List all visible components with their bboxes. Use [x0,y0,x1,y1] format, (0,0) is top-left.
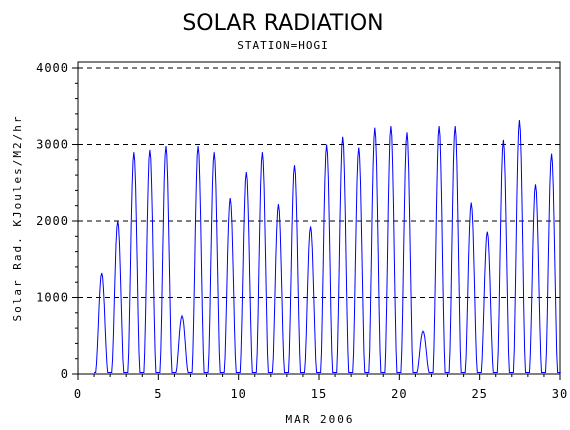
y-tick-label: 2000 [36,214,69,228]
series-line [94,119,561,373]
gridlines [78,67,560,298]
x-tick-label: 25 [471,387,487,401]
x-axis-label: MAR 2006 [286,413,355,426]
axes: 0 1000 2000 3000 4000 0 5 10 15 20 25 30 [36,61,568,401]
y-tick-label: 4000 [36,61,69,75]
chart-subtitle: STATION=HOGI [237,39,328,52]
chart-title: SOLAR RADIATION [182,11,383,36]
x-tick-label: 20 [391,387,407,401]
x-tick-label: 10 [230,387,246,401]
x-tick-label: 0 [74,387,82,401]
y-tick-label: 3000 [36,138,69,152]
x-tick-label: 30 [552,387,568,401]
plot-frame [77,61,561,375]
radiation-line [94,119,561,373]
y-axis-label: Solar Rad. KJoules/M2/hr [11,115,24,322]
x-tick-label: 15 [311,387,327,401]
y-tick-label: 0 [61,367,69,381]
x-tick-label: 5 [154,387,162,401]
y-tick-label: 1000 [36,291,69,305]
